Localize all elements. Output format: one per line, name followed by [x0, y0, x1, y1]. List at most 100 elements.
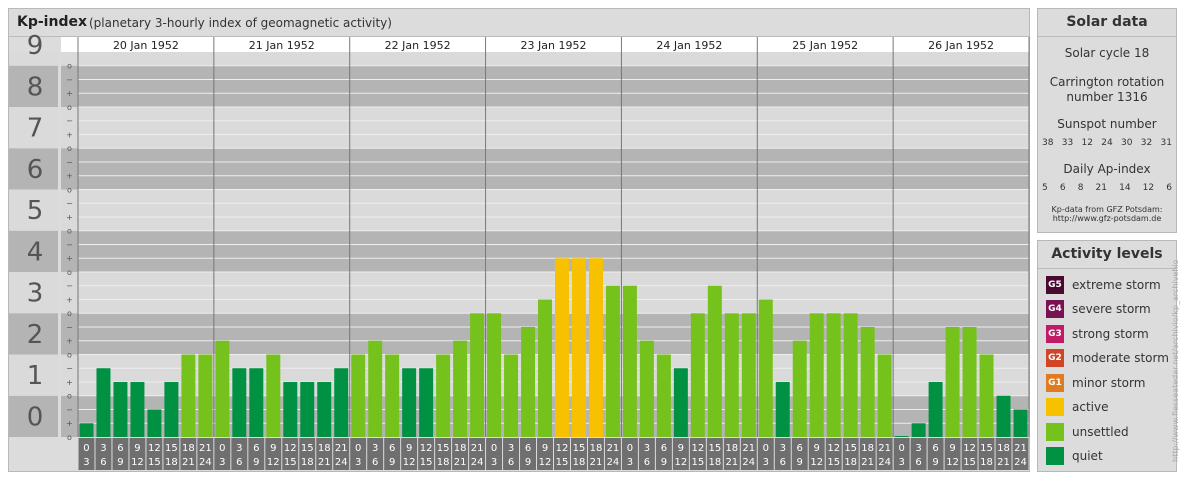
sunspot-heading: Sunspot number — [1057, 117, 1157, 131]
kp-bar — [232, 368, 247, 437]
hour-cell — [333, 438, 350, 470]
ap-value: 5 — [1042, 183, 1048, 193]
hour-end-label: 15 — [691, 457, 704, 468]
level-label: moderate storm — [1072, 351, 1169, 365]
level-swatch: G3 — [1046, 325, 1064, 343]
hour-end-label: 21 — [182, 457, 195, 468]
hour-start-label: 12 — [827, 443, 840, 454]
carrington-line-1: Carrington rotation — [1049, 75, 1165, 89]
level-swatch — [1046, 423, 1064, 441]
kp-minor-label: + — [66, 254, 73, 263]
legend-quiet: quiet — [1046, 446, 1103, 466]
hour-end-label: 3 — [355, 457, 361, 468]
kp-bar — [877, 354, 892, 437]
hour-end-label: 9 — [525, 457, 531, 468]
hour-cell — [265, 438, 282, 470]
kp-bar — [775, 382, 790, 437]
kp-label-band — [9, 106, 58, 149]
level-label: severe storm — [1072, 302, 1151, 316]
kp-bar — [538, 299, 552, 437]
level-swatch: G4 — [1046, 300, 1064, 318]
kp-label-band — [9, 65, 58, 107]
hour-cell — [774, 438, 791, 470]
level-label: strong storm — [1072, 327, 1149, 341]
hour-cell — [112, 438, 129, 470]
kp-bar — [571, 258, 586, 437]
kp-bar — [130, 382, 145, 437]
hour-cell — [180, 438, 197, 470]
kp-bar — [843, 313, 858, 437]
hour-end-label: 12 — [946, 457, 959, 468]
kp-minor-band — [61, 52, 78, 66]
hour-end-label: 24 — [878, 457, 891, 468]
hour-cell — [740, 438, 757, 470]
kp-bar — [198, 354, 213, 437]
hour-cell — [503, 438, 520, 470]
hour-start-label: 0 — [627, 443, 633, 454]
kp-bar — [741, 313, 756, 437]
hour-end-label: 3 — [898, 457, 904, 468]
activity-levels-heading: Activity levels — [1038, 241, 1176, 269]
hour-end-label: 18 — [301, 457, 314, 468]
hour-end-label: 6 — [236, 457, 242, 468]
kp-band — [78, 52, 1029, 66]
hour-start-label: 21 — [471, 443, 484, 454]
hour-cell — [893, 438, 910, 470]
kp-bar — [724, 313, 739, 437]
hour-cell — [808, 438, 825, 470]
kp-label-band — [9, 354, 58, 396]
kp-minor-band — [61, 354, 78, 396]
chart-title: Kp-index — [17, 14, 87, 30]
hour-start-label: 18 — [861, 443, 874, 454]
kp-minor-label: o — [67, 62, 72, 71]
hour-cell — [706, 438, 723, 470]
hour-start-label: 0 — [355, 443, 361, 454]
hour-start-label: 21 — [607, 443, 620, 454]
legend-severe-storm: G4 severe storm — [1046, 299, 1151, 319]
kp-label-band — [9, 313, 58, 355]
kp-bar — [487, 313, 502, 437]
hour-end-label: 12 — [131, 457, 144, 468]
hour-cell — [570, 438, 587, 470]
kp-minor-label: + — [66, 213, 73, 222]
kp-minor-label: o — [67, 350, 72, 359]
kp-minor-label: o — [67, 185, 72, 194]
hour-start-label: 18 — [590, 443, 603, 454]
level-swatch — [1046, 447, 1064, 465]
chart-subtitle: (planetary 3-hourly index of geomagnetic… — [89, 16, 392, 30]
kp-level-label: 0 — [27, 402, 44, 432]
kp-label-band — [9, 52, 58, 66]
kp-bar — [351, 354, 366, 437]
hour-end-label: 9 — [389, 457, 395, 468]
hour-start-label: 0 — [898, 443, 904, 454]
hour-start-label: 15 — [573, 443, 586, 454]
kp-bar — [79, 423, 94, 437]
activity-levels-panel: Activity levels G5 extreme storm G4 seve… — [1037, 240, 1177, 472]
hour-end-label: 12 — [810, 457, 823, 468]
kp-bar — [639, 340, 654, 437]
kp-label-band — [9, 148, 58, 190]
hour-end-label: 6 — [780, 457, 786, 468]
kp-minor-label: − — [66, 323, 73, 332]
kp-bar — [164, 382, 179, 437]
kp-minor-label: o — [67, 433, 72, 442]
hour-start-label: 18 — [318, 443, 331, 454]
kp-minor-label: − — [66, 117, 73, 126]
kp-minor-band — [61, 106, 78, 149]
hour-cell — [554, 438, 570, 470]
ap-value: 21 — [1095, 183, 1107, 193]
credit-link[interactable]: http://www.gfz-potsdam.de — [1052, 214, 1162, 223]
hour-start-label: 18 — [182, 443, 195, 454]
kp-level-label: 4 — [27, 237, 44, 267]
hour-start-label: 6 — [661, 443, 667, 454]
hour-end-label: 12 — [539, 457, 552, 468]
hour-end-label: 6 — [915, 457, 921, 468]
hour-cell — [876, 438, 893, 470]
kp-bar — [860, 326, 875, 437]
hour-cell — [587, 438, 604, 470]
hour-start-label: 18 — [725, 443, 738, 454]
sunspot-value: 24 — [1101, 138, 1113, 148]
kp-bar — [911, 423, 926, 437]
hour-end-label: 6 — [100, 457, 106, 468]
kp-minor-label: + — [66, 295, 73, 304]
